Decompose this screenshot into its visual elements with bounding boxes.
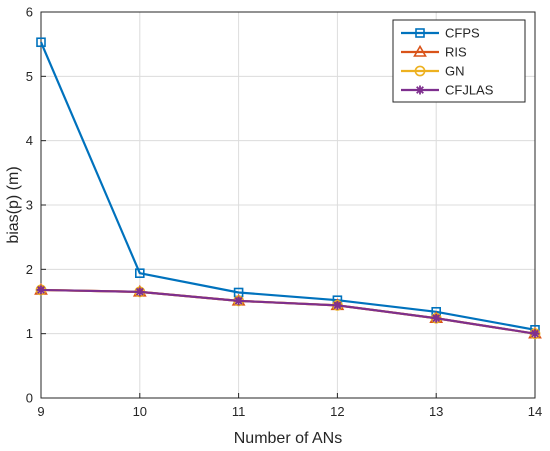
y-tick-label: 3 [26, 198, 33, 213]
legend-marker [414, 65, 426, 77]
legend-entry-ris: RIS [401, 45, 467, 60]
legend-entry-cfps: CFPS [401, 26, 480, 41]
legend-marker [415, 85, 425, 95]
legend-entry-gn: GN [401, 64, 465, 79]
x-tick-label: 9 [37, 404, 44, 419]
x-tick-label: 12 [330, 404, 344, 419]
data-point [234, 296, 244, 306]
x-tick-label: 13 [429, 404, 443, 419]
data-point [431, 313, 441, 323]
y-tick-label: 4 [26, 133, 33, 148]
legend-label: CFJLAS [445, 83, 494, 98]
data-point [530, 329, 540, 339]
y-tick-label: 0 [26, 391, 33, 406]
data-point [36, 285, 46, 295]
series-ris [34, 282, 542, 339]
y-tick-label: 1 [26, 326, 33, 341]
legend-label: RIS [445, 45, 467, 60]
y-tick-label: 5 [26, 69, 33, 84]
y-axis-label: bias(p) (m) [5, 166, 22, 243]
legend-label: CFPS [445, 26, 480, 41]
data-point [135, 268, 145, 278]
series-line [40, 288, 536, 335]
x-tick-label: 10 [133, 404, 147, 419]
legend-marker [415, 28, 425, 38]
series-cfjlas [36, 285, 540, 339]
series-layer [34, 37, 542, 340]
legend-entry-cfjlas: CFJLAS [401, 83, 494, 98]
data-point [135, 287, 145, 297]
legend-label: GN [445, 64, 465, 79]
series-gn [35, 284, 541, 340]
data-point [36, 37, 46, 48]
x-axis-label: Number of ANs [234, 430, 342, 447]
legend-marker [413, 44, 427, 57]
legend: CFPS RIS GN CFJLAS [392, 19, 526, 103]
data-point [332, 300, 342, 310]
x-tick-label: 14 [528, 404, 542, 419]
series-line [39, 41, 536, 331]
y-tick-label: 6 [26, 5, 33, 20]
y-tick-label: 2 [26, 262, 33, 277]
x-tick-label: 11 [232, 404, 246, 419]
